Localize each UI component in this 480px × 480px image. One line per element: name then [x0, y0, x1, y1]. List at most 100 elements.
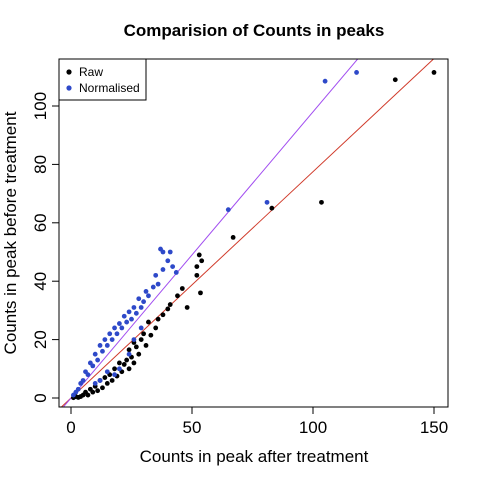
- normalised-point: [126, 309, 132, 315]
- normalised-point: [131, 305, 137, 310]
- normalised-point: [138, 305, 144, 310]
- normalised-point: [141, 299, 147, 305]
- raw-point: [196, 252, 202, 258]
- legend-label-raw: Raw: [79, 65, 103, 79]
- chart-title: Comparision of Counts in peaks: [124, 21, 385, 40]
- normalised-point: [114, 331, 120, 337]
- normalised-point: [354, 70, 359, 75]
- y-tick-label: 60: [31, 213, 50, 232]
- fit-lines: [60, 59, 435, 407]
- normalised-point: [126, 351, 132, 357]
- normalised-point: [100, 348, 105, 354]
- y-axis: 0 20 40 60 80 100: [31, 92, 59, 403]
- raw-point: [431, 70, 437, 75]
- normalised-point: [160, 249, 166, 255]
- raw-point: [117, 360, 122, 366]
- x-axis-title: Counts in peak after treatment: [140, 447, 369, 466]
- raw-point: [319, 199, 324, 205]
- legend: Raw Normalised: [58, 58, 147, 101]
- normalised-point: [124, 319, 130, 325]
- normalised-point: [160, 267, 166, 272]
- normalised-point: [97, 378, 103, 383]
- normalised-point: [119, 325, 125, 331]
- normalised-point: [92, 351, 98, 357]
- normalised-point: [129, 316, 134, 322]
- raw_fit-line: [60, 59, 435, 407]
- plot-area: [58, 58, 449, 408]
- raw-point: [95, 388, 101, 394]
- normalised-point: [102, 337, 108, 342]
- legend-marker-raw: [66, 69, 72, 75]
- x-tick-label: 0: [66, 418, 75, 437]
- normalised-point: [153, 272, 159, 278]
- normalised-point: [109, 337, 115, 342]
- x-axis: 0 50 100 150: [66, 407, 448, 437]
- normalised-point: [173, 270, 179, 275]
- raw-point: [138, 337, 144, 342]
- normalised-point: [87, 360, 93, 366]
- normalised-points: [71, 70, 359, 398]
- normalised-point: [92, 381, 98, 386]
- normalised-point: [155, 281, 161, 287]
- normalised-point: [136, 296, 142, 302]
- normalised-point: [112, 372, 117, 378]
- raw-points: [71, 70, 437, 401]
- raw-point: [136, 351, 142, 357]
- normalised-point: [150, 284, 156, 290]
- raw-point: [194, 264, 200, 269]
- normalised-point: [117, 321, 122, 326]
- normalised-point: [117, 366, 122, 372]
- normalised-point: [131, 337, 137, 342]
- x-tick-label: 150: [420, 418, 448, 437]
- normalised-point: [121, 313, 127, 319]
- raw-point: [179, 286, 185, 291]
- normalised-point: [107, 331, 113, 337]
- normalised-point: [71, 392, 76, 398]
- raw-point: [175, 293, 180, 299]
- normalised-point: [138, 325, 144, 331]
- normalised-point: [322, 78, 328, 84]
- raw-point: [392, 77, 398, 83]
- raw-point: [146, 319, 151, 325]
- normalised-point: [133, 310, 139, 316]
- x-tick-label: 100: [299, 418, 327, 437]
- legend-marker-normalised: [66, 85, 72, 91]
- y-tick-label: 0: [31, 393, 50, 402]
- normalised-point: [170, 264, 176, 269]
- normalised-point: [143, 289, 149, 294]
- plot-frame: [58, 58, 449, 408]
- normalised-point: [104, 369, 110, 375]
- raw-point: [100, 385, 105, 391]
- y-tick-label: 100: [31, 92, 50, 120]
- raw-point: [194, 272, 200, 278]
- normalised-point: [264, 199, 270, 205]
- raw-point: [148, 332, 154, 338]
- raw-point: [141, 331, 147, 337]
- legend-label-normalised: Normalised: [79, 81, 140, 95]
- raw-point: [198, 290, 203, 296]
- normalised-point: [112, 325, 117, 331]
- raw-point: [143, 343, 149, 348]
- y-tick-label: 20: [31, 330, 50, 349]
- normalised-point: [167, 249, 173, 255]
- y-tick-label: 80: [31, 155, 50, 174]
- raw-point: [199, 258, 205, 264]
- normalised-point: [225, 207, 231, 213]
- raw-point: [269, 205, 275, 211]
- raw-point: [87, 386, 93, 392]
- normalised-point: [95, 357, 101, 363]
- normalised_fit-line: [62, 59, 359, 407]
- raw-point: [184, 305, 190, 310]
- normalised-point: [97, 343, 103, 348]
- raw-point: [121, 362, 127, 367]
- y-axis-title: Counts in peak before treatment: [1, 111, 20, 354]
- normalised-point: [83, 369, 88, 375]
- raw-point: [131, 360, 137, 366]
- raw-point: [126, 366, 132, 372]
- raw-point: [167, 302, 173, 307]
- raw-point: [102, 375, 108, 380]
- raw-point: [155, 316, 161, 322]
- legend-box: [58, 58, 147, 101]
- x-tick-label: 50: [183, 418, 202, 437]
